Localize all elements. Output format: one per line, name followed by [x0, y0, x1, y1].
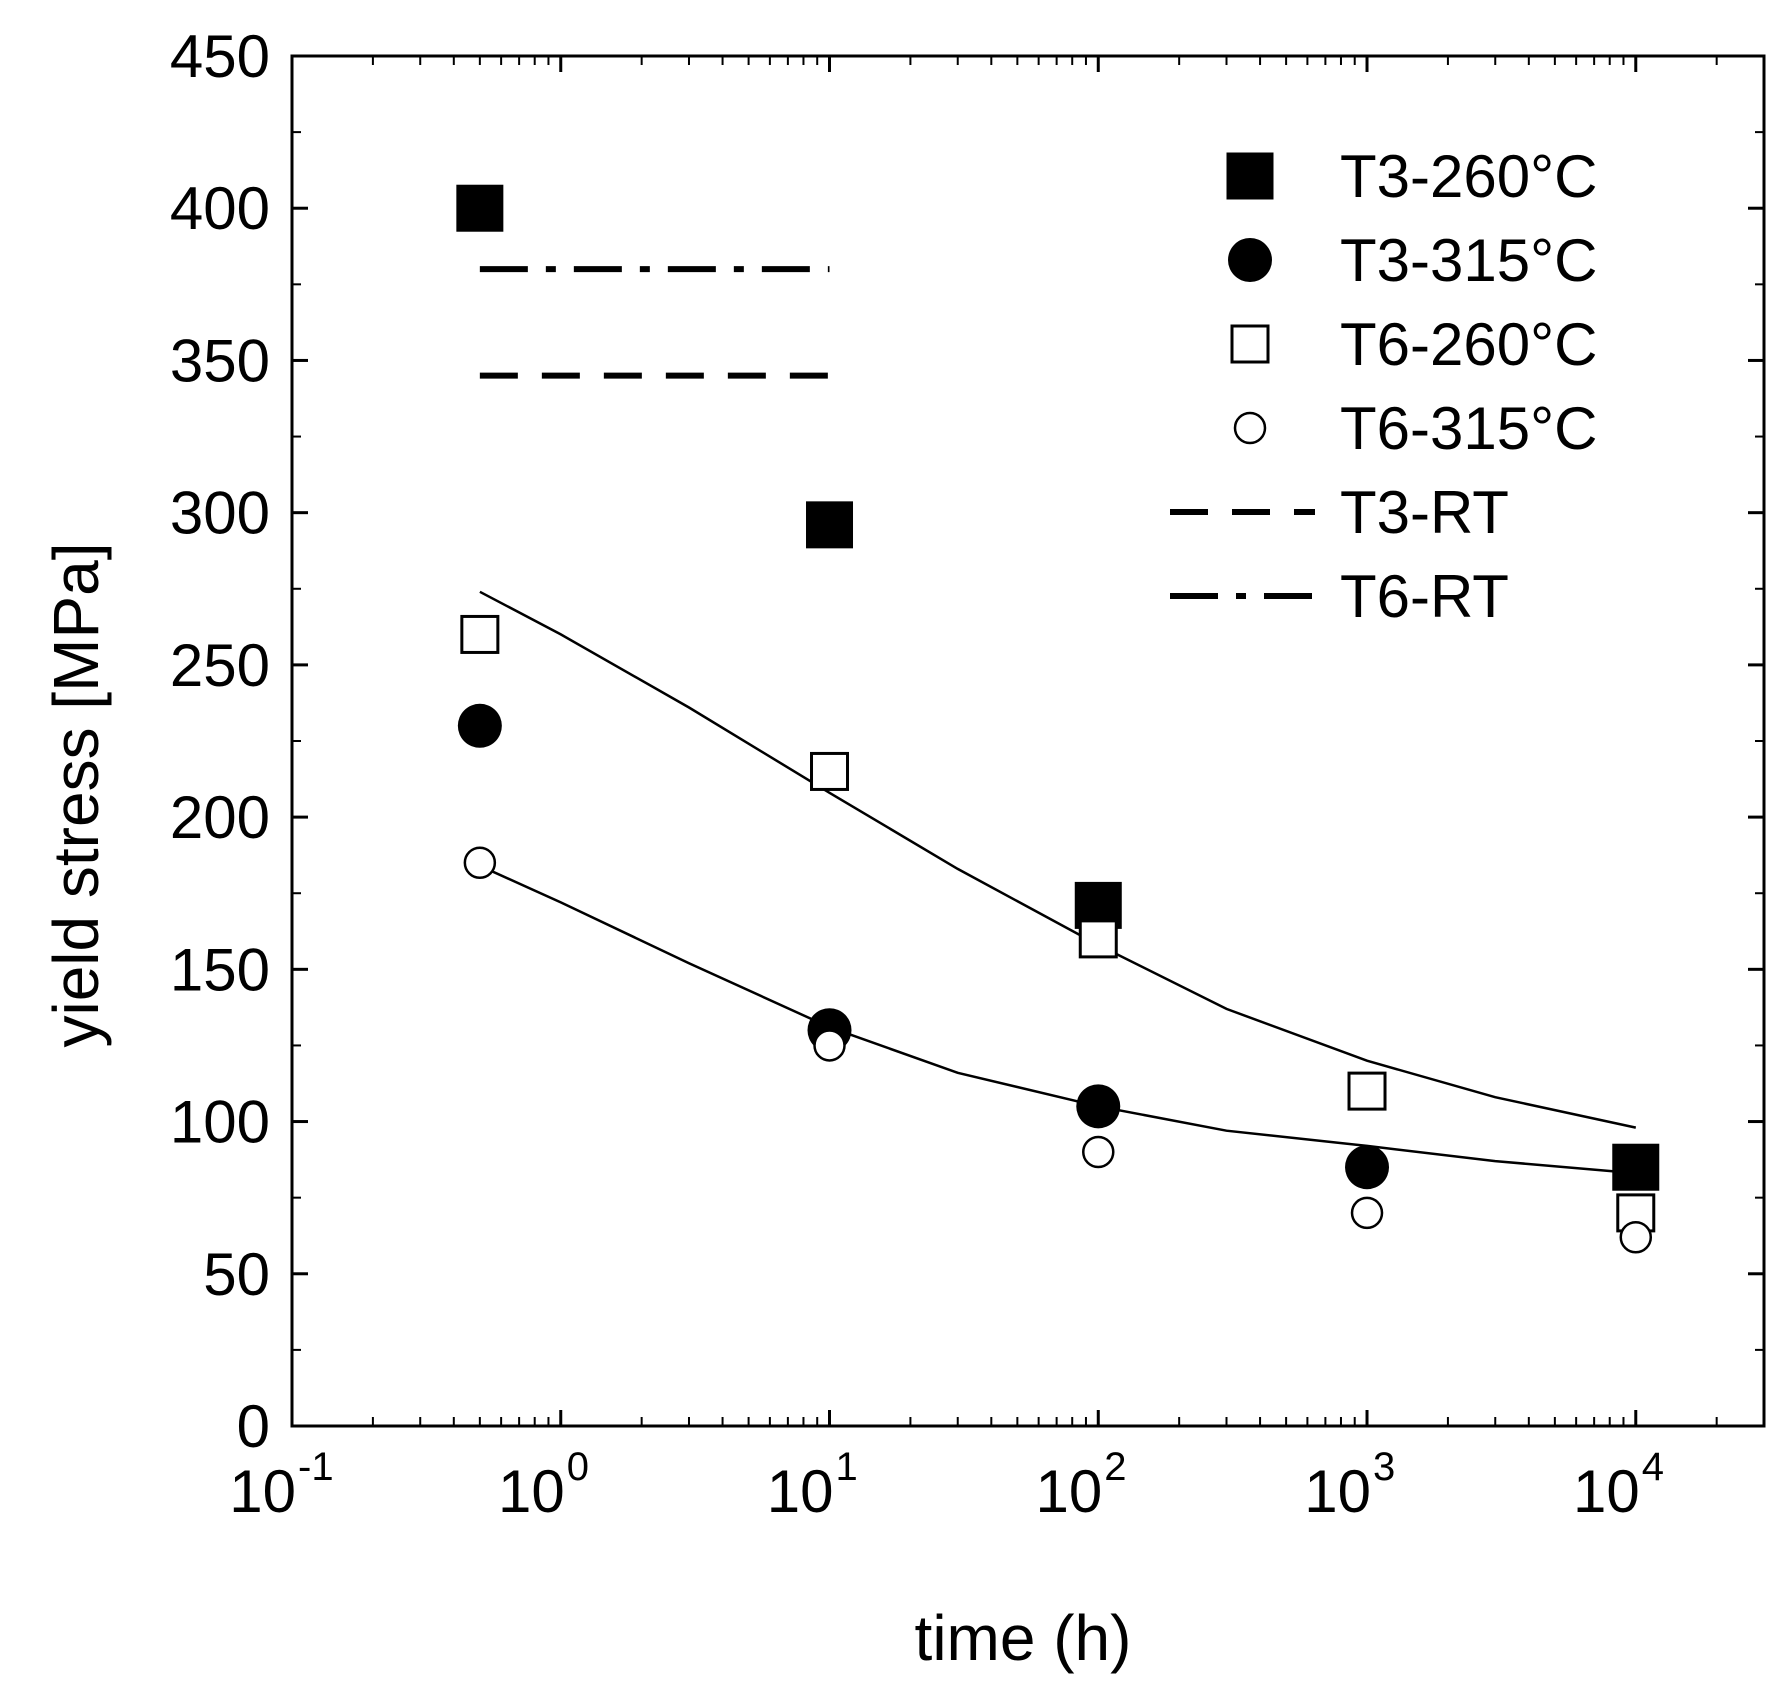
y-tick-label: 450	[170, 23, 270, 90]
x-tick-label-base: 10	[229, 1458, 296, 1525]
x-tick-label-exponent: 4	[1642, 1445, 1664, 1489]
legend-item-T6-315°C: T6-315°C	[1233, 395, 1597, 462]
legend-label: T3-260°C	[1340, 143, 1597, 210]
x-tick-label-base: 10	[1304, 1458, 1371, 1525]
y-tick-label: 0	[237, 1393, 270, 1460]
legend-item-T3-RT: T3-RT	[1170, 479, 1509, 546]
x-tick-label-exponent: 3	[1373, 1445, 1395, 1489]
data-point-T6-315°C	[463, 846, 497, 880]
legend-item-T6-RT: T6-RT	[1170, 563, 1509, 630]
x-tick-label: 10 2	[1036, 1445, 1127, 1525]
legend-marker-T3-260°C	[1226, 152, 1274, 200]
x-tick-label: 10 0	[498, 1445, 589, 1525]
legend-label: T6-260°C	[1340, 311, 1597, 378]
y-tick-label: 100	[170, 1089, 270, 1156]
legend-item-T3-315°C: T3-315°C	[1228, 227, 1597, 294]
data-point-T3-260°C	[1612, 1143, 1660, 1191]
x-tick-label-exponent: 0	[567, 1445, 589, 1489]
legend-marker-T6-315°C	[1233, 411, 1267, 445]
legend-item-T6-260°C: T6-260°C	[1230, 311, 1597, 378]
data-point-T3-315°C	[457, 703, 502, 748]
x-tick-label: 10 1	[767, 1445, 858, 1525]
x-tick-label-base: 10	[498, 1458, 565, 1525]
legend-label: T6-RT	[1340, 563, 1509, 630]
fit-curve-fit-260	[479, 590, 1637, 1129]
y-tick-label: 400	[170, 175, 270, 242]
y-tick-label: 250	[170, 632, 270, 699]
x-tick-label-exponent: 2	[1104, 1445, 1126, 1489]
x-tick-label-exponent: 1	[836, 1445, 858, 1489]
legend-label: T6-315°C	[1340, 395, 1597, 462]
data-point-T6-260°C	[1347, 1071, 1387, 1111]
x-tick-label-base: 10	[1573, 1458, 1640, 1525]
data-point-T6-260°C	[1078, 919, 1118, 959]
x-tick-label: 10 3	[1304, 1445, 1395, 1525]
x-tick-label-exponent: -1	[298, 1445, 334, 1489]
data-point-T6-260°C	[810, 751, 850, 791]
legend-label: T3-RT	[1340, 479, 1509, 546]
fit-curve-fit-315	[479, 864, 1636, 1175]
data-point-T6-315°C	[1619, 1220, 1653, 1254]
y-tick-label: 50	[203, 1241, 270, 1308]
data-point-T6-315°C	[813, 1029, 846, 1062]
data-point-T6-315°C	[1350, 1196, 1384, 1230]
x-tick-label: 10 4	[1573, 1445, 1664, 1525]
x-axis-title: time (h)	[915, 1602, 1132, 1674]
data-point-T6-260°C	[460, 614, 500, 654]
legend-item-T3-260°C: T3-260°C	[1226, 143, 1597, 210]
data-point-T3-315°C	[1345, 1145, 1390, 1190]
data-point-T3-260°C	[456, 184, 504, 232]
x-tick-label: 10 -1	[229, 1445, 333, 1525]
y-tick-label: 200	[170, 784, 270, 851]
legend-marker-T3-315°C	[1228, 238, 1272, 282]
y-tick-label: 150	[170, 936, 270, 1003]
y-axis-title: yield stress [MPa]	[40, 542, 112, 1047]
data-point-T3-315°C	[1076, 1084, 1121, 1129]
y-tick-label: 350	[170, 327, 270, 394]
legend-marker-T6-260°C	[1230, 324, 1270, 364]
x-tick-label-base: 10	[767, 1458, 834, 1525]
legend-label: T3-315°C	[1340, 227, 1597, 294]
data-point-T3-260°C	[806, 501, 854, 549]
data-point-T6-315°C	[1082, 1135, 1115, 1169]
y-tick-label: 300	[170, 480, 270, 547]
x-tick-label-base: 10	[1036, 1458, 1103, 1525]
